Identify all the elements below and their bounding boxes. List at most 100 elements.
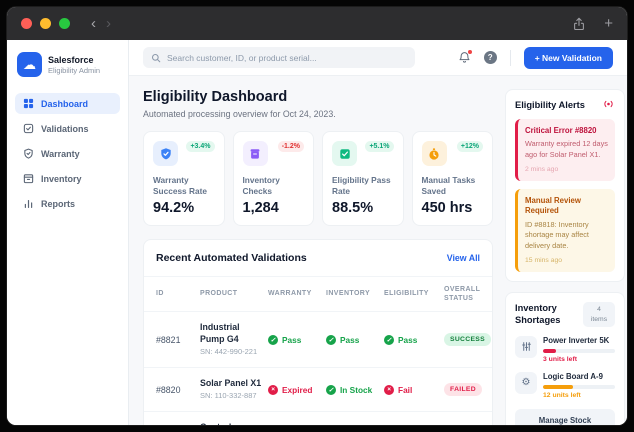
sidebar-item-validations[interactable]: Validations: [15, 118, 120, 139]
stock-progress-track: [543, 348, 615, 353]
alerts-panel-title: Eligibility Alerts: [515, 100, 585, 110]
column-header-warranty: Warranty: [268, 290, 312, 298]
shortage-item: Power Inverter 5K 3 units left: [515, 335, 615, 363]
gear-icon: ⚙: [515, 371, 537, 394]
alert-title: Critical Error #8820: [525, 126, 597, 136]
live-broadcast-icon: [602, 99, 615, 109]
row-product: Solar Panel X1 SN: 110-332-887: [200, 378, 264, 401]
inventory-status: ✓ Pass: [326, 334, 380, 345]
row-product: Control: [200, 422, 264, 425]
sidebar-item-dashboard[interactable]: Dashboard: [15, 93, 120, 114]
sidebar-item-reports[interactable]: Reports: [15, 193, 120, 214]
sidebar-item-label: Inventory: [41, 173, 82, 184]
items-count-badge: 4 items: [583, 302, 615, 327]
zoom-window-button[interactable]: [59, 18, 70, 29]
row-id: #8821: [156, 334, 181, 345]
timer-icon: [421, 141, 447, 166]
overall-status-badge: Failed: [444, 383, 482, 397]
app-window: ‹ › + ☁ Salesforce Eligibility Admin: [7, 7, 627, 425]
sidebar-item-warranty[interactable]: Warranty: [15, 143, 120, 164]
metric-card-tasks-saved: +12% Manual Tasks Saved 450 hrs: [411, 131, 493, 226]
shortage-product-name: Logic Board A-9: [543, 371, 603, 381]
new-validation-button[interactable]: + New Validation: [523, 46, 613, 69]
minimize-window-button[interactable]: [40, 18, 51, 29]
table-row[interactable]: #8821 Industrial Pump G4 SN: 442-990-221…: [144, 311, 492, 367]
cross-icon: ×: [268, 384, 278, 395]
warranty-status: × Expired: [268, 384, 322, 395]
new-tab-icon[interactable]: +: [604, 15, 613, 32]
sidebar-nav: Dashboard Validations Warranty: [15, 93, 120, 214]
bar-chart-icon: [23, 198, 34, 209]
alert-body: ID #8818: Inventory shortage may affect …: [525, 219, 589, 250]
column-header-eligibility: Eligibility: [384, 290, 429, 298]
divider: [509, 49, 511, 66]
metric-value: 94.2%: [153, 199, 195, 216]
pins-icon: [515, 335, 537, 358]
inventory-status: ✓ In Stock: [326, 384, 380, 395]
search-bar[interactable]: [143, 47, 415, 68]
delta-badge: +5.1%: [365, 141, 394, 152]
app-role: Eligibility Admin: [48, 65, 101, 75]
box-icon: [23, 173, 34, 184]
check-icon: ✓: [326, 384, 336, 395]
overall-status-badge: Success: [444, 333, 491, 347]
app-identity: ☁ Salesforce Eligibility Admin: [15, 50, 120, 89]
inventory-panel-title: Inventory Shortages: [515, 303, 561, 326]
view-all-link[interactable]: View All: [446, 252, 480, 263]
app-name: Salesforce: [48, 54, 94, 65]
column-header-id: ID: [156, 290, 164, 298]
metric-label: Eligibility Pass Rate: [332, 175, 391, 196]
notifications-bell-icon[interactable]: [458, 50, 472, 64]
product-serial: SN: 110-332-887: [200, 391, 257, 401]
alert-title: Manual Review Required: [525, 196, 581, 216]
grid-icon: [23, 98, 34, 109]
metric-card-inventory-checks: -1.2% Inventory Checks 1,284: [232, 131, 314, 226]
warranty-status: ✓ Pass: [268, 334, 322, 345]
topbar: ? + New Validation: [129, 40, 627, 76]
units-left-label: 3 units left: [543, 355, 577, 363]
help-icon[interactable]: ?: [483, 51, 497, 64]
metric-card-eligibility-pass: +5.1% Eligibility Pass Rate 88.5%: [322, 131, 404, 226]
sidebar: ☁ Salesforce Eligibility Admin Dashboard: [7, 40, 129, 425]
eligibility-status: ✓ Pass: [384, 334, 440, 345]
metric-value: 88.5%: [332, 199, 374, 216]
table-header-row: ID Product Warranty Inventory Eligibilit…: [144, 275, 492, 312]
sidebar-item-label: Dashboard: [41, 98, 89, 109]
forward-icon[interactable]: ›: [106, 15, 111, 32]
metric-value: 1,284: [242, 199, 279, 216]
back-icon[interactable]: ‹: [91, 15, 96, 32]
product-name: Control: [200, 422, 264, 425]
shortage-item: ⚙ Logic Board A-9 12 units left: [515, 371, 615, 399]
salesforce-cloud-logo-icon: ☁: [17, 52, 42, 77]
notification-dot: [467, 50, 472, 54]
inventory-shortages-panel: Inventory Shortages 4 items Power Invert…: [505, 292, 625, 425]
page-title: Eligibility Dashboard: [143, 89, 288, 105]
box-icon: [242, 141, 268, 166]
sidebar-item-inventory[interactable]: Inventory: [15, 168, 120, 189]
shield-check-icon: [153, 141, 178, 166]
alert-critical-error[interactable]: Critical Error #8820 Warranty expired 12…: [515, 119, 615, 182]
shortage-product-name: Power Inverter 5K: [543, 335, 610, 345]
search-input[interactable]: [167, 52, 407, 63]
window-titlebar: ‹ › +: [7, 7, 627, 40]
close-window-button[interactable]: [21, 18, 32, 29]
units-left-label: 12 units left: [543, 391, 581, 399]
cross-icon: ×: [384, 384, 394, 395]
product-serial: SN: 442-990-221: [200, 347, 258, 357]
product-name: Solar Panel X1: [200, 378, 262, 389]
metric-card-warranty-success: +3.4% Warranty Success Rate 94.2%: [143, 131, 225, 226]
shield-icon: [23, 148, 34, 159]
alert-manual-review[interactable]: Manual Review Required ID #8818: Invento…: [515, 189, 615, 273]
sidebar-item-label: Validations: [41, 123, 89, 134]
check-icon: ✓: [326, 334, 336, 345]
table-row[interactable]: #8820 Solar Panel X1 SN: 110-332-887 × Ex…: [144, 367, 492, 411]
row-id: #8820: [156, 384, 181, 395]
manage-stock-button[interactable]: Manage Stock: [515, 408, 615, 425]
table-row[interactable]: Control: [144, 411, 492, 425]
stock-progress-track: [543, 384, 615, 389]
product-name: Industrial Pump G4: [200, 322, 240, 344]
share-icon[interactable]: [572, 17, 586, 31]
delta-badge: +3.4%: [186, 141, 215, 152]
page-subtitle: Automated processing overview for Oct 24…: [143, 109, 336, 119]
delta-badge: -1.2%: [277, 141, 304, 152]
